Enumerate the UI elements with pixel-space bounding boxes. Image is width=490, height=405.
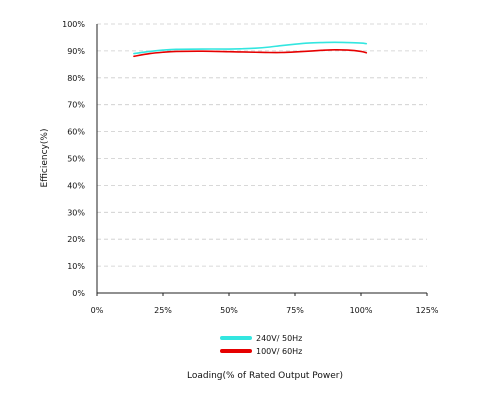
- y-axis-title: Efficiency(%): [40, 129, 50, 188]
- y-tick-label: 90%: [67, 47, 85, 56]
- y-tick-label: 40%: [67, 181, 85, 190]
- x-tick-label: 50%: [220, 306, 238, 315]
- legend-label-0: 240V/ 50Hz: [256, 334, 302, 343]
- axis-layer: 0% 10% 20% 30% 40% 50% 60% 70% 80% 90% 100% 0% 25% 50…: [62, 20, 439, 315]
- series-line-0: [133, 41, 368, 55]
- y-tick-label: 50%: [67, 155, 85, 164]
- legend: 240V/ 50Hz 100V/ 60Hz: [220, 334, 302, 356]
- y-tick-label: 60%: [67, 128, 85, 137]
- x-tick-label: 125%: [416, 306, 439, 315]
- y-tick-label: 10%: [67, 262, 85, 271]
- y-tick-label: 80%: [67, 74, 85, 83]
- x-tick-label: 25%: [154, 306, 172, 315]
- x-tick-label: 75%: [286, 306, 304, 315]
- y-tick-label: 0%: [72, 289, 85, 298]
- series-line-1: [133, 49, 368, 58]
- series-layer: [133, 41, 368, 58]
- grid-layer: [97, 23, 427, 267]
- y-tick-label: 30%: [67, 208, 85, 217]
- y-tick-label: 20%: [67, 235, 85, 244]
- y-tick-label: 100%: [62, 20, 85, 29]
- legend-label-1: 100V/ 60Hz: [256, 347, 302, 356]
- y-tick-label: 70%: [67, 101, 85, 110]
- x-axis-title: Loading(% of Rated Output Power): [187, 371, 343, 381]
- x-tick-label: 0%: [91, 306, 104, 315]
- x-tick-label: 100%: [350, 306, 373, 315]
